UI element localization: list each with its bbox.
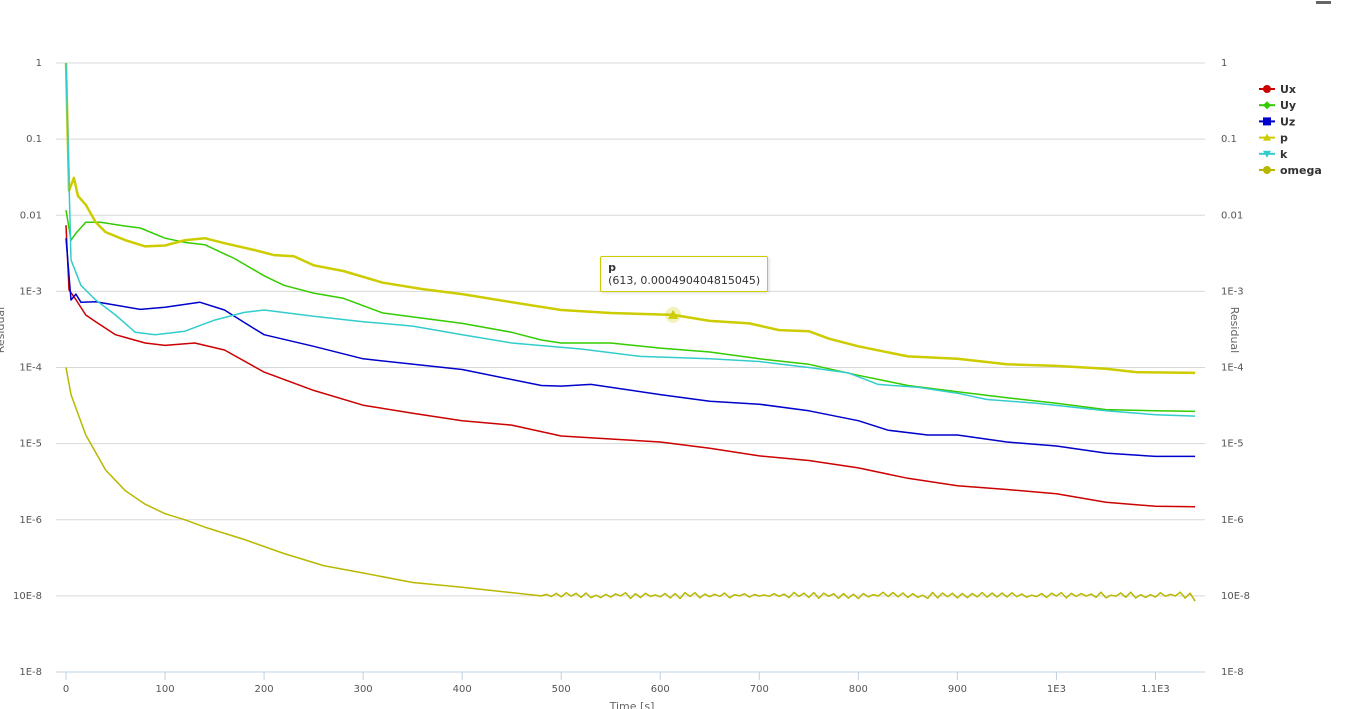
series-line-p [64,62,1196,375]
legend-item-omega[interactable]: omega [1259,164,1322,177]
legend-item-p[interactable]: p [1259,132,1288,145]
circle-marker-icon [1263,85,1271,93]
x-tick-label: 500 [552,684,571,695]
x-tick-label: 400 [453,684,472,695]
y-tick-label-right: 1 [1221,58,1227,69]
y-tick-label-right: 10E-8 [1221,591,1250,602]
legend-label: Ux [1280,83,1296,96]
y-tick-label: 0.01 [20,210,42,221]
y-tick-label: 1E-3 [19,286,42,297]
x-axis-title: Time [s] [609,700,655,709]
left-y-axis: 1 0.1 0.01 1E-3 1E-4 1E-5 1E-6 10E-8 1E-8 [13,58,42,678]
triangle-marker-icon [668,309,679,319]
x-tick-label: 800 [849,684,868,695]
legend-item-Ux[interactable]: Ux [1259,83,1296,96]
y-tick-label-right: 0.01 [1221,210,1243,221]
x-tick-label: 200 [255,684,274,695]
legend-item-k[interactable]: k [1259,148,1288,161]
series-line-Ux [65,225,1196,508]
series-line-Uy [65,209,1196,413]
x-tick-label: 100 [155,684,174,695]
legend-label: Uz [1280,115,1295,128]
y-tick-label-right: 1E-8 [1221,667,1244,678]
x-axis: 0 100 200 300 400 500 600 700 800 900 1E3 1.1E3 [63,672,1170,695]
y-tick-label: 1 [36,58,42,69]
circle-marker-icon [1263,166,1271,174]
y-tick-label: 1E-6 [19,515,42,526]
x-tick-label: 1.1E3 [1141,684,1170,695]
right-y-axis-title: Residual [1228,307,1241,353]
y-tick-label-right: 1E-4 [1221,363,1244,374]
legend-item-Uy[interactable]: Uy [1259,99,1296,112]
y-tick-label: 1E-8 [19,667,42,678]
y-tick-label-right: 1E-5 [1221,439,1244,450]
series-line-k [65,62,1196,417]
legend-item-Uz[interactable]: Uz [1259,115,1295,128]
x-tick-label: 300 [354,684,373,695]
triangle-marker-icon [1263,133,1271,141]
y-tick-label: 0.1 [26,134,42,145]
y-tick-label: 1E-5 [19,439,42,450]
series-line-omega [65,367,1196,602]
y-tick-label: 1E-4 [19,363,42,374]
y-tick-label: 10E-8 [13,591,42,602]
series-line-Uz [65,238,1196,458]
y-tick-label-right: 1E-6 [1221,515,1244,526]
x-tick-label: 1E3 [1047,684,1066,695]
series-lines [64,62,1196,602]
menu-icon[interactable] [1316,1,1331,4]
tooltip-series: p [608,260,616,274]
legend-label: omega [1280,164,1322,177]
tooltip-value: (613, 0.000490404815045) [608,273,761,287]
y-tick-label-right: 0.1 [1221,134,1237,145]
triangle-down-marker-icon [1263,150,1271,158]
legend-label: p [1280,132,1288,145]
square-marker-icon [1263,117,1271,126]
legend-label: Uy [1280,99,1296,112]
diamond-marker-icon [1263,101,1271,110]
x-tick-label: 600 [651,684,670,695]
hover-marker [665,306,682,323]
x-tick-label: 900 [948,684,967,695]
grid-lines [56,62,1205,673]
tooltip: p (613, 0.000490404815045) [600,255,769,292]
x-tick-label: 700 [750,684,769,695]
x-tick-label: 0 [63,684,69,695]
right-y-axis: 1 0.1 0.01 1E-3 1E-4 1E-5 1E-6 10E-8 1E-8 [1221,58,1250,678]
legend-label: k [1280,148,1288,161]
y-tick-label-right: 1E-3 [1221,286,1244,297]
legend[interactable]: Ux Uy Uz pk omega [1259,83,1322,177]
left-y-axis-title: Residual [0,307,7,353]
